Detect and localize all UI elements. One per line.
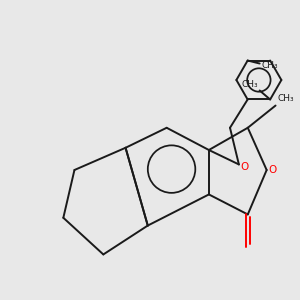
Text: CH₃: CH₃ bbox=[242, 80, 258, 89]
Text: O: O bbox=[240, 162, 249, 172]
Text: CH₃: CH₃ bbox=[277, 94, 294, 103]
Text: O: O bbox=[268, 165, 276, 175]
Text: CH₃: CH₃ bbox=[261, 61, 278, 70]
